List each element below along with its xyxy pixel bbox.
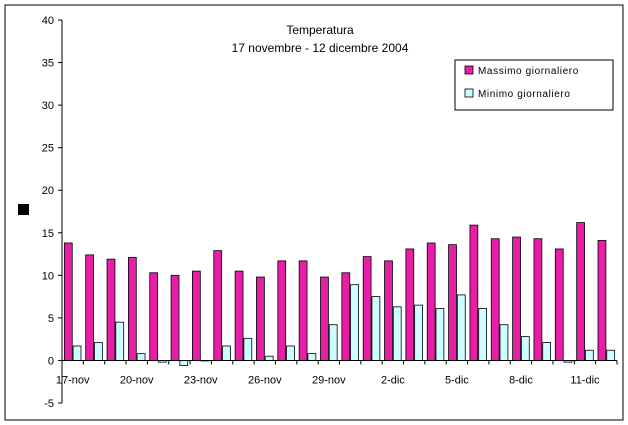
bar-min xyxy=(414,304,423,361)
bar-min xyxy=(520,336,530,361)
legend-label-min: Minimo giornaliero xyxy=(478,89,571,100)
bar-max xyxy=(576,222,585,361)
bar-max xyxy=(127,257,137,361)
bar-max xyxy=(597,240,607,361)
legend: Massimo giornaliero Minimo giornaliero xyxy=(454,59,614,111)
y-tick-label: 5 xyxy=(48,313,54,325)
bar-min xyxy=(115,321,125,361)
chart-border xyxy=(4,4,624,421)
bar-min xyxy=(585,349,594,361)
axis-title-marker xyxy=(18,204,29,215)
x-tick-label: 26-nov xyxy=(248,374,282,386)
bar-min xyxy=(456,294,466,361)
x-tick-label: 29-nov xyxy=(312,374,346,386)
y-tick-label: 35 xyxy=(42,58,54,70)
legend-label-max: Massimo giornaliero xyxy=(478,66,579,77)
x-tick-label: 5-dic xyxy=(445,374,469,386)
bar-max xyxy=(426,242,436,361)
legend-box xyxy=(454,59,614,111)
bar-min xyxy=(94,342,103,361)
x-tick-label: 2-dic xyxy=(381,374,405,386)
bar-min xyxy=(179,360,189,366)
bar-max xyxy=(490,238,500,361)
bar-max xyxy=(234,270,244,361)
y-tick-labels: -5 0 5 10 15 20 25 30 35 40 xyxy=(42,15,54,410)
bar-max xyxy=(384,260,393,361)
x-tick-labels: 17-nov 20-nov 23-nov 26-nov 29-nov 2-dic 5-dic… xyxy=(56,374,600,386)
x-tick-label: 17-nov xyxy=(56,374,90,386)
bar-max xyxy=(448,244,457,361)
y-tick-label: 20 xyxy=(42,185,54,197)
y-tick-label: 0 xyxy=(48,355,54,367)
bar-min xyxy=(136,353,146,361)
bar-min xyxy=(222,345,231,361)
bar-max xyxy=(85,254,94,361)
bar-min xyxy=(350,284,359,361)
y-tick-label: 15 xyxy=(42,228,54,240)
bar-min xyxy=(606,349,616,361)
x-tick-label: 11-dic xyxy=(570,374,600,386)
bar-min xyxy=(307,353,317,361)
y-tick-label: 30 xyxy=(42,100,54,112)
chart-subtitle: 17 novembre - 12 dicembre 2004 xyxy=(232,41,409,55)
bar-max xyxy=(341,272,351,361)
bar-min xyxy=(542,342,552,361)
legend-swatch-min xyxy=(464,88,474,98)
bar-max xyxy=(256,276,265,361)
bar-max xyxy=(533,238,543,361)
y-tick-label: 40 xyxy=(42,15,54,27)
bars-group xyxy=(63,222,616,366)
bar-max xyxy=(362,256,372,361)
bar-max xyxy=(405,248,415,361)
bar-min xyxy=(243,337,253,361)
bar-min xyxy=(72,345,82,361)
bar-max xyxy=(277,260,287,361)
y-tick-label: -5 xyxy=(44,398,54,410)
bar-max xyxy=(213,250,223,361)
legend-swatch-max xyxy=(464,65,474,75)
bar-min xyxy=(328,324,338,361)
bar-min xyxy=(264,355,274,361)
chart-title: Temperatura xyxy=(286,23,354,37)
bar-max xyxy=(63,242,73,361)
bar-min xyxy=(435,308,445,361)
bar-min xyxy=(392,306,402,361)
x-tick-label: 8-dic xyxy=(509,374,533,386)
bar-min xyxy=(371,296,381,361)
bar-max xyxy=(320,276,329,361)
bar-max xyxy=(512,236,521,361)
bar-max xyxy=(469,224,479,361)
axes-group xyxy=(58,19,618,404)
bar-max xyxy=(298,260,308,361)
bar-max xyxy=(192,270,201,361)
bar-min xyxy=(499,324,509,361)
y-tick-label: 25 xyxy=(42,143,54,155)
x-tick-label: 23-nov xyxy=(184,374,218,386)
x-tick-label: 20-nov xyxy=(120,374,154,386)
bar-max xyxy=(149,272,159,361)
bar-min xyxy=(286,345,295,361)
y-tick-label: 10 xyxy=(42,270,54,282)
bar-max xyxy=(106,258,116,361)
bar-min xyxy=(478,308,487,361)
bar-max xyxy=(554,248,564,361)
bar-max xyxy=(170,274,180,361)
